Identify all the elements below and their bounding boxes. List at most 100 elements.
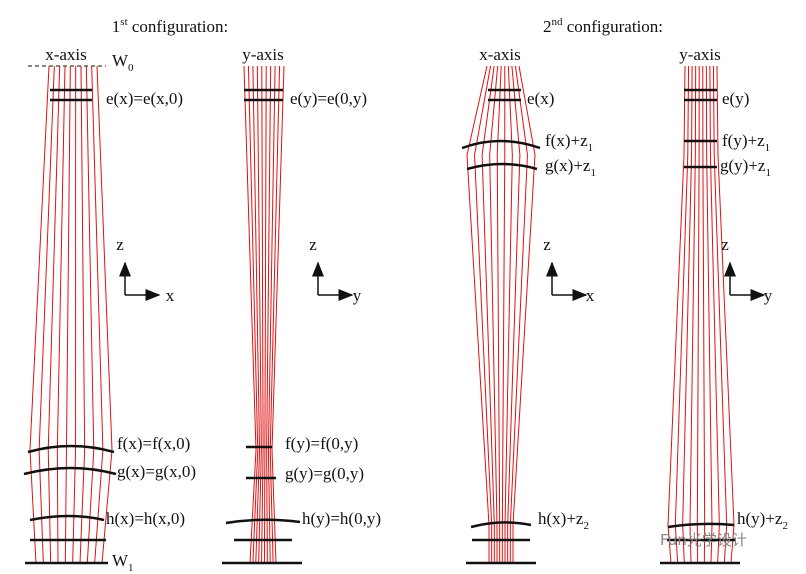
ray — [474, 65, 493, 563]
label-sub: 2 — [583, 520, 589, 532]
label-text: e(x) — [527, 89, 554, 108]
ray — [696, 65, 700, 564]
ray — [501, 66, 506, 563]
ray — [509, 65, 528, 563]
ray — [85, 65, 95, 564]
lens-surface — [27, 444, 115, 454]
ray — [504, 65, 513, 563]
label-text: W — [112, 51, 129, 70]
surface-label: g(y)=g(0,y) — [285, 464, 364, 483]
surface-label: g(y)+z1 — [720, 156, 771, 179]
label-text: W — [112, 551, 129, 570]
surface-label: h(y)=h(0,y) — [302, 509, 381, 528]
ray — [489, 65, 499, 563]
axis-header: y-axis — [242, 45, 284, 64]
label-sub: 1 — [765, 167, 771, 179]
config-text: configuration: — [128, 17, 229, 36]
ray — [716, 65, 735, 564]
lens-surface — [466, 162, 538, 171]
lens-surface — [461, 139, 541, 150]
config-title: 2nd configuration: — [543, 16, 663, 36]
ray — [481, 65, 495, 563]
label-text: e(y)=e(0,y) — [290, 89, 367, 108]
label-sub: 1 — [128, 562, 134, 574]
ray — [64, 65, 71, 564]
axis-name: y — [353, 286, 362, 305]
ray — [256, 65, 262, 564]
label-sub: 1 — [590, 167, 596, 179]
surface-label: e(y) — [722, 89, 749, 108]
ray — [496, 65, 502, 563]
surface-label: e(y)=e(0,y) — [290, 89, 367, 108]
label-text: g(x)=g(x,0) — [117, 462, 196, 481]
ray — [252, 65, 261, 564]
label-text: g(y)=g(0,y) — [285, 464, 364, 483]
surface-label: g(x)=g(x,0) — [117, 462, 196, 481]
label-text: e(y) — [722, 89, 749, 108]
config-title: 1st configuration: — [112, 16, 228, 36]
axis-name: z — [309, 235, 317, 254]
ray — [674, 65, 690, 564]
ray — [512, 65, 536, 563]
config-suffix: nd — [551, 16, 563, 28]
surface-label: h(x)+z2 — [538, 509, 589, 532]
ray — [267, 65, 276, 564]
ray — [709, 65, 720, 564]
label-text: h(y)=h(0,y) — [302, 509, 381, 528]
ray — [261, 65, 264, 564]
axis-name: y — [764, 286, 773, 305]
ray — [689, 65, 697, 564]
axis-name: x — [586, 286, 595, 305]
label-sub: 1 — [765, 142, 771, 154]
axis-name: z — [116, 235, 124, 254]
ray — [47, 65, 61, 564]
ray — [705, 65, 713, 564]
ray — [269, 65, 281, 564]
surface-label: h(x)=h(x,0) — [106, 509, 185, 528]
label-text: e(x)=e(x,0) — [106, 89, 183, 108]
ray — [712, 65, 728, 564]
label-text: f(x)=f(x,0) — [117, 434, 190, 453]
surface-label: e(x) — [527, 89, 554, 108]
ray — [91, 65, 104, 564]
surface-label: W1 — [112, 551, 134, 574]
config-number: 1 — [112, 17, 121, 36]
label-sub: 0 — [128, 62, 134, 74]
label-text: g(y)+z — [720, 156, 766, 175]
surface-label: f(y)=f(0,y) — [285, 434, 358, 453]
surface-label: f(x)+z1 — [545, 131, 593, 154]
surface-label: e(x)=e(x,0) — [106, 89, 183, 108]
ray — [702, 65, 706, 564]
ray — [667, 65, 686, 564]
axis-name: z — [543, 235, 551, 254]
ray — [29, 65, 50, 564]
axis-header: y-axis — [679, 45, 721, 64]
config-text: configuration: — [562, 17, 663, 36]
label-sub: 1 — [588, 142, 594, 154]
label-text: f(y)=f(0,y) — [285, 434, 358, 453]
label-text: h(x)=h(x,0) — [106, 509, 185, 528]
axis-header: x-axis — [45, 45, 87, 64]
label-text: f(x)+z — [545, 131, 588, 150]
config-number: 2 — [543, 17, 552, 36]
surface-label: g(x)+z1 — [545, 156, 596, 179]
ray — [263, 65, 267, 564]
surface-label: f(x)=f(x,0) — [117, 434, 190, 453]
ray — [96, 65, 113, 564]
ray — [466, 65, 490, 563]
label-text: h(x)+z — [538, 509, 584, 528]
lens-surface — [470, 521, 532, 529]
lens-surface — [23, 466, 117, 476]
axis-header: x-axis — [479, 45, 521, 64]
label-text: h(y)+z — [737, 509, 783, 528]
config-suffix: st — [120, 16, 127, 28]
ray — [266, 65, 272, 564]
lens-surface — [29, 514, 105, 522]
axis-name: z — [721, 235, 729, 254]
ray — [72, 65, 77, 564]
label-text: g(x)+z — [545, 156, 591, 175]
surface-label: W0 — [112, 51, 134, 74]
lens-surface — [225, 518, 301, 525]
